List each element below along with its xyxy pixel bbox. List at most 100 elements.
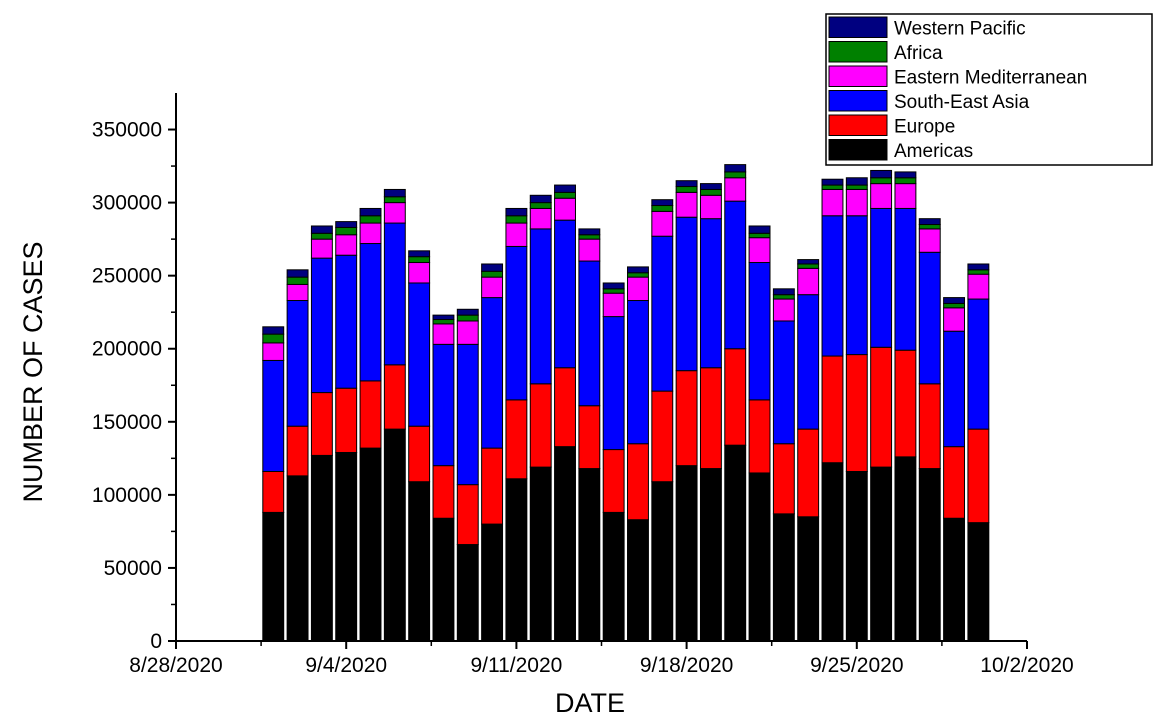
bar-segment-americas xyxy=(651,481,674,642)
bar-segment-africa xyxy=(432,319,455,325)
bar-segment-africa xyxy=(408,256,431,264)
bar-segment-africa xyxy=(505,215,528,224)
bar-segment-africa xyxy=(870,177,893,185)
bar-segment-south-east-asia xyxy=(821,215,844,357)
legend-label: Europe xyxy=(894,117,955,138)
bar-segment-south-east-asia xyxy=(675,216,698,372)
bar-segment-europe xyxy=(627,443,649,521)
bar-segment-eastern-mediterranean xyxy=(481,276,504,299)
bar-segment-eastern-mediterranean xyxy=(797,267,820,296)
bar-segment-south-east-asia xyxy=(554,219,576,369)
bar-segment-africa xyxy=(383,196,406,204)
bar-segment-eastern-mediterranean xyxy=(870,183,893,209)
bar-segment-south-east-asia xyxy=(408,282,431,427)
bar-segment-south-east-asia xyxy=(262,359,285,472)
bar-segment-europe xyxy=(870,346,893,468)
bar-segment-americas xyxy=(724,444,747,642)
legend-label: South-East Asia xyxy=(894,92,1030,113)
bar-segment-europe xyxy=(724,348,747,446)
bar-segment-africa xyxy=(943,302,966,309)
bar-segment-africa xyxy=(335,226,358,236)
bar-segment-americas xyxy=(529,466,552,642)
bar-segment-western-pacific xyxy=(845,177,868,186)
bar-segment-western-pacific xyxy=(310,225,333,234)
bar-segment-europe xyxy=(578,405,601,470)
bar-segment-eastern-mediterranean xyxy=(651,210,674,237)
bar-segment-south-east-asia xyxy=(578,260,601,407)
bars-layer xyxy=(262,164,990,642)
bar-segment-europe xyxy=(383,364,406,430)
bar-segment-south-east-asia xyxy=(456,343,479,486)
legend-label: Americas xyxy=(894,141,973,162)
bar-segment-eastern-mediterranean xyxy=(262,342,285,361)
y-tick-label: 250000 xyxy=(92,265,162,288)
legend-swatch xyxy=(828,139,888,161)
x-tick-label: 9/25/2020 xyxy=(810,654,903,677)
bar-segment-south-east-asia xyxy=(724,200,747,350)
bar-segment-eastern-mediterranean xyxy=(359,222,382,245)
bar-segment-eastern-mediterranean xyxy=(578,238,601,262)
bar-segment-south-east-asia xyxy=(359,243,382,382)
bar-segment-europe xyxy=(699,367,722,470)
legend-label: Western Pacific xyxy=(894,19,1026,40)
bar-segment-europe xyxy=(651,390,674,483)
bar-segment-western-pacific xyxy=(675,180,698,188)
bar-segment-western-pacific xyxy=(967,263,990,271)
y-tick-label: 300000 xyxy=(92,192,162,215)
bar-segment-europe xyxy=(262,470,285,513)
bar-segment-eastern-mediterranean xyxy=(967,273,990,300)
bar-segment-africa xyxy=(699,188,722,196)
bar-segment-south-east-asia xyxy=(918,251,941,385)
bar-segment-eastern-mediterranean xyxy=(505,222,528,247)
bar-segment-western-pacific xyxy=(870,169,893,179)
bar-segment-africa xyxy=(651,205,674,212)
bar-segment-western-pacific xyxy=(918,218,941,226)
bar-segment-europe xyxy=(797,428,820,518)
bar-segment-africa xyxy=(262,333,285,344)
bar-segment-americas xyxy=(967,522,990,642)
bar-segment-africa xyxy=(918,224,941,230)
bar-segment-western-pacific xyxy=(797,259,820,265)
bar-segment-europe xyxy=(432,465,455,519)
bar-segment-western-pacific xyxy=(699,183,722,190)
bar-segment-south-east-asia xyxy=(894,207,917,351)
bar-segment-eastern-mediterranean xyxy=(335,234,358,256)
bar-segment-western-pacific xyxy=(748,225,771,234)
bar-segment-eastern-mediterranean xyxy=(456,320,479,345)
bar-segment-americas xyxy=(286,475,309,642)
bar-segment-western-pacific xyxy=(821,178,844,186)
bar-segment-africa xyxy=(602,288,625,294)
bar-segment-western-pacific xyxy=(359,207,382,217)
bar-segment-western-pacific xyxy=(286,269,309,278)
bar-segment-eastern-mediterranean xyxy=(772,298,795,322)
bar-segment-americas xyxy=(481,523,504,642)
bar-segment-south-east-asia xyxy=(335,254,358,389)
bar-segment-western-pacific xyxy=(894,171,917,179)
bar-segment-western-pacific xyxy=(602,282,625,290)
bar-segment-western-pacific xyxy=(578,228,601,236)
bar-segment-europe xyxy=(967,428,990,524)
bar-segment-americas xyxy=(821,462,844,642)
bar-segment-western-pacific xyxy=(943,297,966,304)
bar-segment-western-pacific xyxy=(529,194,552,204)
bar-segment-western-pacific xyxy=(627,266,649,274)
y-tick-label: 150000 xyxy=(92,411,162,434)
bar-segment-eastern-mediterranean xyxy=(432,323,455,345)
x-tick-label: 10/2/2020 xyxy=(980,654,1073,677)
bar-segment-europe xyxy=(894,349,917,458)
bar-segment-south-east-asia xyxy=(870,207,893,348)
y-tick-label: 350000 xyxy=(92,119,162,142)
bar-segment-south-east-asia xyxy=(505,245,528,401)
legend: Western Pacific Africa Eastern Mediterrane… xyxy=(825,13,1153,166)
x-tick-label: 9/11/2020 xyxy=(470,654,562,677)
bar-segment-south-east-asia xyxy=(845,215,868,356)
bar-segment-europe xyxy=(310,392,333,456)
bar-segment-europe xyxy=(675,370,698,467)
bar-segment-africa xyxy=(286,276,309,285)
bar-segment-americas xyxy=(383,428,406,642)
bar-segment-africa xyxy=(748,232,771,239)
bar-segment-americas xyxy=(699,468,722,642)
bar-segment-western-pacific xyxy=(481,263,504,272)
x-tick-label: 8/28/2020 xyxy=(129,654,222,677)
bar-segment-americas xyxy=(505,478,528,642)
